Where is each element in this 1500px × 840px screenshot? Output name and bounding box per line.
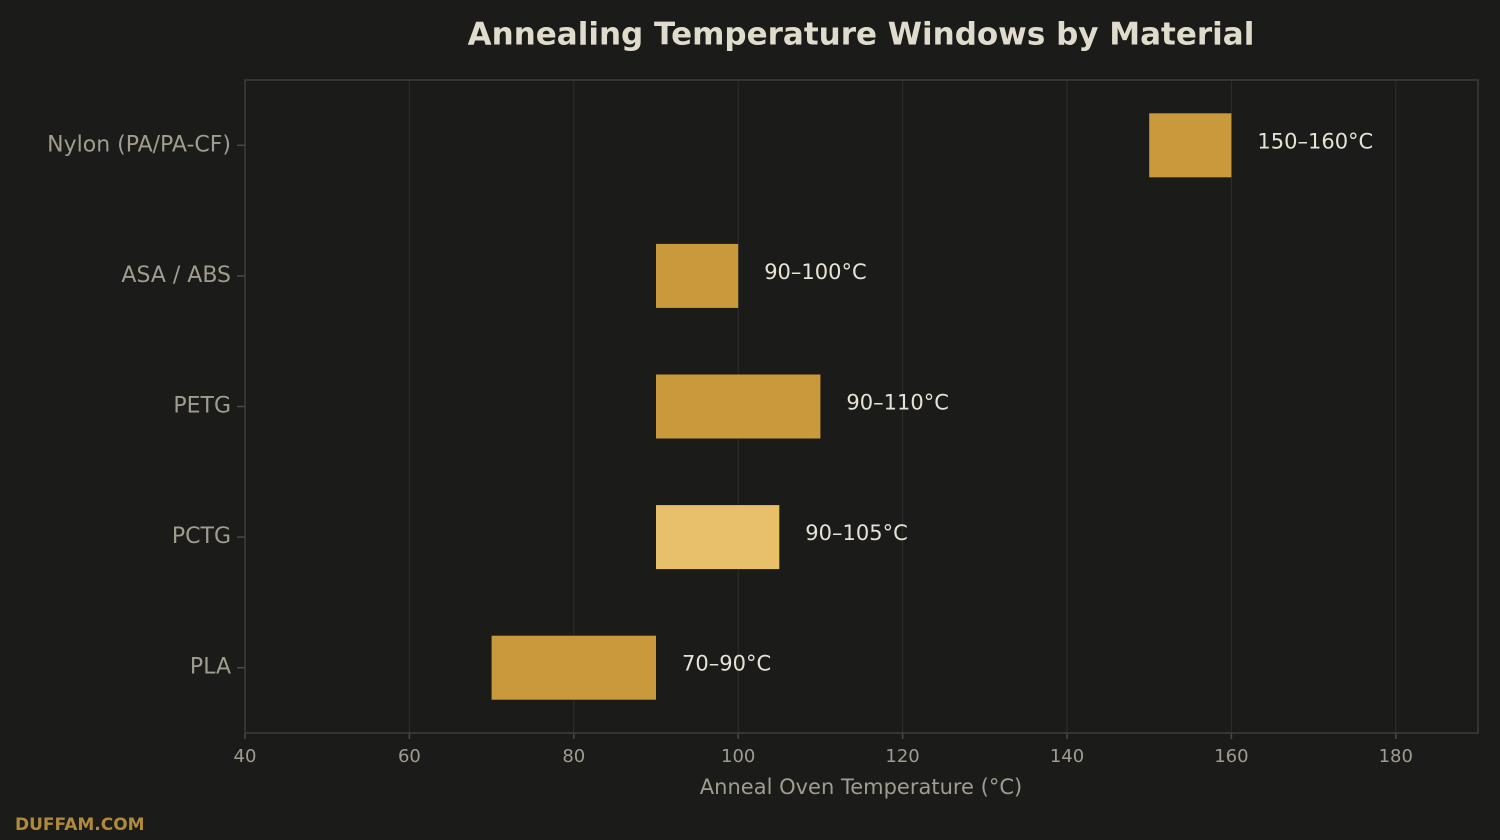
x-tick-label: 100 [721,746,755,767]
data-label: 70–90°C [682,652,771,676]
x-tick-label: 160 [1214,746,1248,767]
x-tick-label: 140 [1050,746,1084,767]
bar [491,635,656,700]
y-tick-label: ASA / ABS [121,263,231,288]
bar [656,243,739,308]
bar [1149,113,1232,178]
y-tick-label: Nylon (PA/PA-CF) [47,132,231,157]
x-tick-label: 120 [885,746,919,767]
x-tick-label: 80 [562,746,585,767]
x-tick-label: 40 [234,746,257,767]
y-tick-label: PLA [190,655,231,680]
x-tick-label: 180 [1379,746,1413,767]
x-tick-label: 60 [398,746,421,767]
bar [656,374,821,439]
data-label: 90–100°C [764,260,866,284]
y-tick-label: PETG [173,394,231,419]
data-label: 90–110°C [846,391,948,415]
x-axis-label: Anneal Oven Temperature (°C) [700,775,1022,799]
chart-title: Annealing Temperature Windows by Materia… [468,17,1255,53]
data-label: 90–105°C [805,521,907,545]
data-label: 150–160°C [1257,129,1373,153]
y-tick-label: PCTG [172,524,231,549]
watermark: DUFFAM.COM [15,815,145,835]
bar [656,505,780,570]
